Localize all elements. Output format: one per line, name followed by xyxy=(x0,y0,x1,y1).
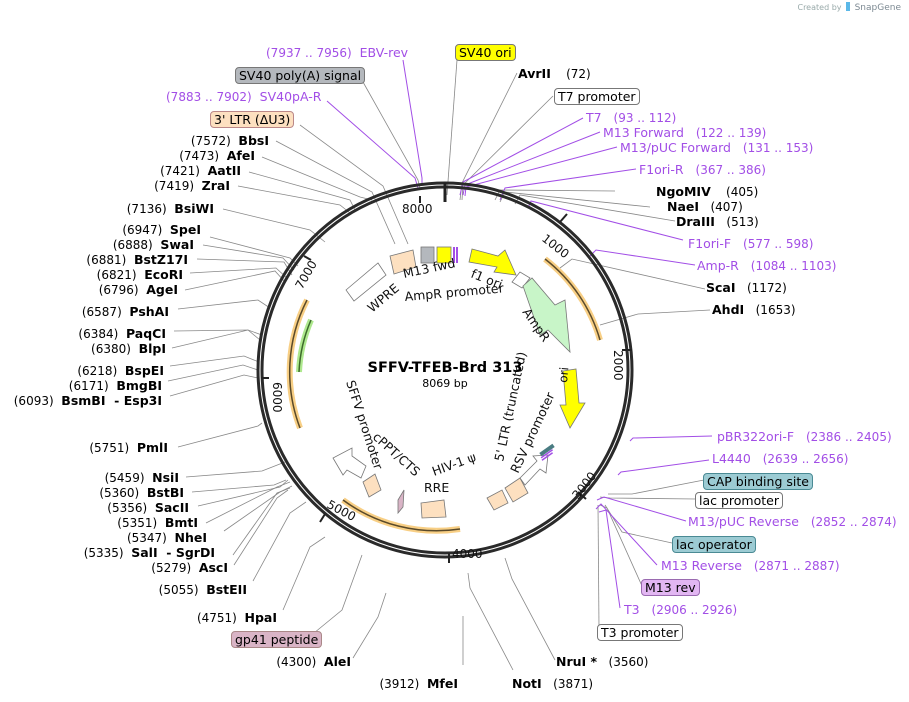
primer-f1ori-r[interactable]: F1ori-R (367 .. 386) xyxy=(639,162,766,178)
svg-text:6000: 6000 xyxy=(270,382,284,413)
enzyme-ngomiv[interactable]: NgoMIV (405) xyxy=(656,184,759,200)
enzyme-bsmbi-esp3i[interactable]: (6093) BsmBI - Esp3I xyxy=(13,393,162,409)
primer-f1ori-f[interactable]: F1ori-F (577 .. 598) xyxy=(688,236,814,252)
enzyme-bstz17i[interactable]: (6881) BstZ17I xyxy=(86,252,188,268)
primer-m13-puc-forward[interactable]: M13/pUC Forward (131 .. 153) xyxy=(620,140,814,156)
feature-3-ltr[interactable]: 3' LTR (ΔU3) xyxy=(210,111,295,128)
feature-m13-rev[interactable]: M13 rev xyxy=(641,579,700,596)
primer-amp-r[interactable]: Amp-R (1084 .. 1103) xyxy=(697,258,837,274)
credit-brand: SnapGene xyxy=(854,3,901,13)
credit-prefix: Created by xyxy=(797,3,842,12)
primer-t7[interactable]: T7 (93 .. 112) xyxy=(586,110,677,126)
enzyme-avrii[interactable]: AvrII (72) xyxy=(518,66,591,82)
enzyme-spei[interactable]: (6947) SpeI xyxy=(122,222,201,238)
enzyme-naei[interactable]: NaeI (407) xyxy=(667,199,743,215)
enzyme-bmgbi[interactable]: (6171) BmgBI xyxy=(68,378,162,394)
enzyme-ahdi[interactable]: AhdI (1653) xyxy=(712,302,796,318)
svg-text:1000: 1000 xyxy=(539,231,572,261)
enzyme-agei[interactable]: (6796) AgeI xyxy=(98,282,178,298)
primer-m13-forward[interactable]: M13 Forward (122 .. 139) xyxy=(603,125,767,141)
svg-text:RRE: RRE xyxy=(424,480,449,495)
ticks xyxy=(261,183,632,563)
svg-text:2000: 2000 xyxy=(611,350,625,381)
svg-text:ori: ori xyxy=(556,366,571,383)
plasmid-name: SFFV-TFEB-Brd 313 xyxy=(367,360,523,376)
primer-l4440[interactable]: L4440 (2639 .. 2656) xyxy=(712,451,849,467)
primer-m13-puc-reverse[interactable]: M13/pUC Reverse (2852 .. 2874) xyxy=(688,514,897,530)
primer-ebv-rev[interactable]: (7937 .. 7956) EBV-rev xyxy=(266,45,409,61)
enzyme-sali-sgrdi[interactable]: (5335) SalI - SgrDI xyxy=(83,545,215,561)
feature-t3-promoter[interactable]: T3 promoter xyxy=(597,624,683,641)
primer-sv40pa-r[interactable]: (7883 .. 7902) SV40pA-R xyxy=(166,89,322,105)
enzyme-sacii[interactable]: (5356) SacII xyxy=(107,500,189,516)
snapgene-logo-icon xyxy=(846,2,851,11)
enzyme-bmti[interactable]: (5351) BmtI xyxy=(117,515,198,531)
enzyme-bsteii[interactable]: (5055) BstEII xyxy=(158,582,247,598)
primer-m13-reverse[interactable]: M13 Reverse (2871 .. 2887) xyxy=(661,558,840,574)
enzyme-bstbi[interactable]: (5360) BstBI xyxy=(99,485,184,501)
enzyme-mfei[interactable]: (3912) MfeI xyxy=(379,676,458,692)
enzyme-zrai[interactable]: (7419) ZraI xyxy=(154,178,230,194)
enzyme-pmli[interactable]: (5751) PmlI xyxy=(89,440,168,456)
enzyme-nhei[interactable]: (5347) NheI xyxy=(126,530,207,546)
feature-lac-promoter[interactable]: lac promoter xyxy=(695,492,783,509)
svg-text:HIV-1 ψ: HIV-1 ψ xyxy=(430,449,478,479)
feature-cap-binding-site[interactable]: CAP binding site xyxy=(703,473,813,490)
inner-features xyxy=(332,246,586,519)
svg-text:4000: 4000 xyxy=(452,547,483,561)
enzyme-ecori[interactable]: (6821) EcoRI xyxy=(96,267,183,283)
feature-t7-promoter[interactable]: T7 promoter xyxy=(554,88,640,105)
feature-sv40-ori[interactable]: SV40 ori xyxy=(455,44,516,61)
feature-lac-operator[interactable]: lac operator xyxy=(672,536,756,553)
primer-t3[interactable]: T3 (2906 .. 2926) xyxy=(624,602,738,618)
enzyme-swai[interactable]: (6888) SwaI xyxy=(112,237,194,253)
plasmid-length: 8069 bp xyxy=(422,377,468,390)
snapgene-credit: Created by SnapGene xyxy=(797,2,901,13)
enzyme-nrui[interactable]: NruI * (3560) xyxy=(556,654,649,670)
enzyme-paqci[interactable]: (6384) PaqCI xyxy=(78,326,166,342)
enzyme-draiii[interactable]: DraIII (513) xyxy=(676,214,759,230)
enzyme-noti[interactable]: NotI (3871) xyxy=(512,676,594,692)
enzyme-blpi[interactable]: (6380) BlpI xyxy=(91,341,166,357)
primer-pbr322ori-f[interactable]: pBR322ori-F (2386 .. 2405) xyxy=(717,429,892,445)
enzyme-alei[interactable]: (4300) AleI xyxy=(276,654,351,670)
enzyme-nsii[interactable]: (5459) NsiI xyxy=(104,470,179,486)
enzyme-aatii[interactable]: (7421) AatII xyxy=(160,163,241,179)
enzyme-afei[interactable]: (7473) AfeI xyxy=(179,148,255,164)
enzyme-bsiwi[interactable]: (7136) BsiWI xyxy=(126,201,214,217)
orf-arcs xyxy=(286,256,603,534)
feature-gp41-peptide[interactable]: gp41 peptide xyxy=(231,631,323,648)
enzyme-bspei[interactable]: (6218) BspEI xyxy=(77,363,164,379)
enzyme-hpai[interactable]: (4751) HpaI xyxy=(196,610,277,626)
enzyme-scai[interactable]: ScaI (1172) xyxy=(706,280,787,296)
svg-text:8000: 8000 xyxy=(402,202,433,216)
feature-sv40-polya-signal[interactable]: SV40 poly(A) signal xyxy=(235,67,366,84)
enzyme-pshai[interactable]: (6587) PshAI xyxy=(81,304,169,320)
enzyme-bbsi[interactable]: (7572) BbsI xyxy=(190,133,269,149)
enzyme-asci[interactable]: (5279) AscI xyxy=(151,560,228,576)
